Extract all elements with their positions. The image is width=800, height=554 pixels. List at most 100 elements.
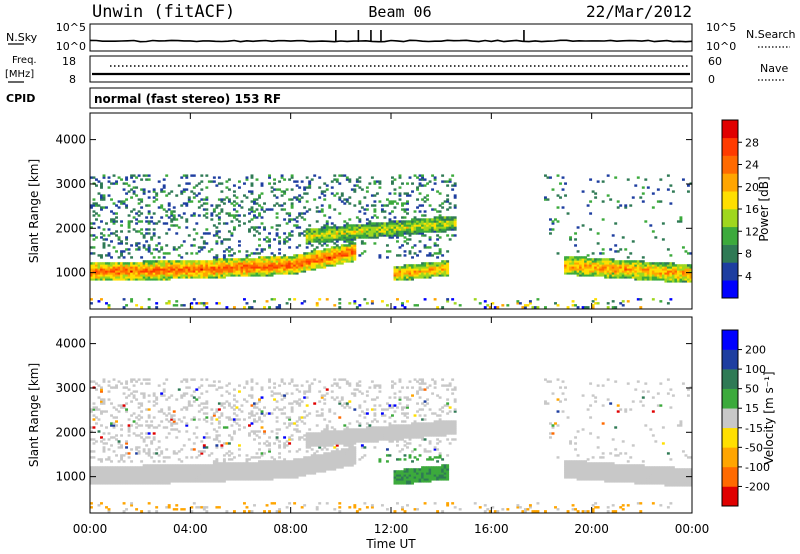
velocity-cell xyxy=(250,422,254,425)
velocity-cell xyxy=(260,426,264,429)
velocity-cell xyxy=(92,468,96,471)
power-cell xyxy=(388,200,392,203)
velocity-cell xyxy=(137,418,141,421)
power-cell xyxy=(263,228,266,231)
power-cell xyxy=(107,306,111,309)
velocity-cell xyxy=(200,464,204,467)
power-cell xyxy=(335,250,339,253)
power-cell xyxy=(616,262,620,265)
velocity-cell xyxy=(230,468,234,471)
power-cell xyxy=(237,244,241,247)
power-cell xyxy=(651,298,655,301)
power-cell xyxy=(579,272,583,275)
power-cell xyxy=(333,252,337,255)
velocity-cell xyxy=(273,382,277,385)
power-cell xyxy=(160,188,164,191)
power-cell xyxy=(177,246,181,249)
power-cell xyxy=(110,218,113,221)
velocity-cell xyxy=(248,464,251,467)
velocity-cell xyxy=(125,482,129,485)
velocity-cell xyxy=(185,378,189,381)
power-cell xyxy=(192,266,196,269)
velocity-cell xyxy=(258,398,261,401)
velocity-cell xyxy=(245,478,249,481)
power-cell xyxy=(125,206,129,209)
power-cell xyxy=(413,174,417,177)
velocity-cell xyxy=(110,386,113,389)
power-cell xyxy=(215,274,219,277)
power-cell xyxy=(408,194,412,197)
power-cell xyxy=(260,184,264,187)
power-cell xyxy=(222,258,226,261)
power-cell xyxy=(375,232,379,235)
power-cell xyxy=(313,256,317,259)
power-cell xyxy=(270,266,274,269)
power-cell xyxy=(661,222,665,225)
power-cell xyxy=(207,266,211,269)
power-cell xyxy=(122,298,126,301)
power-cell xyxy=(192,264,196,267)
power-cell xyxy=(423,262,427,265)
power-cell xyxy=(315,250,319,253)
velocity-cell xyxy=(125,410,129,413)
power-cell xyxy=(90,234,93,237)
power-cell xyxy=(609,276,613,279)
velocity-cell xyxy=(275,460,279,463)
velocity-cell xyxy=(227,404,231,407)
power-cell xyxy=(353,224,357,227)
power-cell xyxy=(353,250,357,253)
velocity-cell xyxy=(132,480,136,483)
power-cell xyxy=(197,266,201,269)
sky-tick-top: 10^5 xyxy=(56,21,86,34)
power-cell xyxy=(428,204,432,207)
power-cell xyxy=(320,252,324,255)
power-cell xyxy=(135,270,139,273)
power-cell xyxy=(393,188,397,191)
power-cell xyxy=(207,260,211,263)
power-cell xyxy=(313,238,317,241)
velocity-cell xyxy=(205,468,209,471)
power-cell xyxy=(187,262,191,265)
power-cell xyxy=(649,274,653,277)
power-cell xyxy=(217,204,221,207)
velocity-cell xyxy=(90,410,93,413)
power-cell xyxy=(227,200,231,203)
freq-label: Freq. xyxy=(12,55,37,66)
power-cell xyxy=(591,304,595,307)
velocity-cell xyxy=(293,502,297,505)
velocity-cell xyxy=(120,456,124,459)
power-cell xyxy=(436,210,440,213)
power-cell xyxy=(446,250,450,253)
freq-unit: [MHz] xyxy=(5,69,34,80)
velocity-cell xyxy=(298,466,302,469)
power-cell xyxy=(686,280,690,283)
power-cell xyxy=(616,206,620,209)
power-cell xyxy=(373,230,377,233)
velocity-cell xyxy=(250,412,254,415)
power-cell xyxy=(323,240,327,243)
velocity-cell xyxy=(110,472,113,475)
power-cell xyxy=(260,274,264,277)
power-cell xyxy=(561,176,565,179)
velocity-cell xyxy=(237,462,241,465)
power-cell xyxy=(631,270,635,273)
power-cell xyxy=(345,178,349,181)
power-cell xyxy=(253,272,256,275)
velocity-cell xyxy=(125,386,129,389)
power-cell xyxy=(649,264,653,267)
velocity-cell xyxy=(217,466,221,469)
power-cell xyxy=(626,260,630,263)
power-cell xyxy=(190,252,194,255)
power-cell xyxy=(172,214,176,217)
power-cell xyxy=(258,214,261,217)
velocity-cell xyxy=(260,470,264,473)
velocity-cell xyxy=(102,378,106,381)
power-cell xyxy=(147,276,151,279)
power-cell xyxy=(581,262,585,265)
power-cell xyxy=(167,268,171,271)
power-cell xyxy=(401,204,404,207)
power-cell xyxy=(639,278,643,281)
velocity-cell xyxy=(160,470,164,473)
power-cell xyxy=(320,260,324,263)
